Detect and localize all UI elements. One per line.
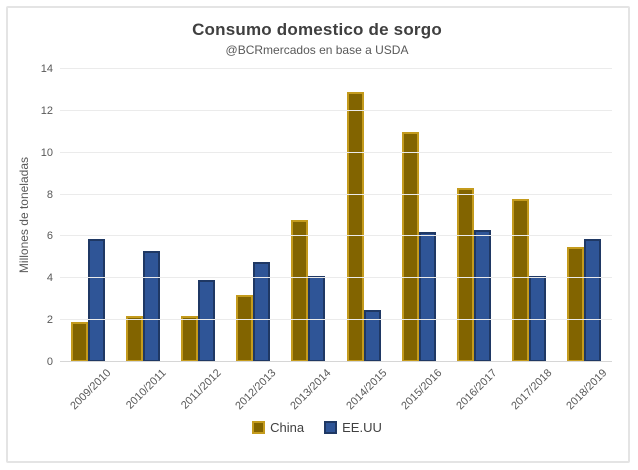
chart-body: Millones de toneladas 0 2 4 6 8 10 12 14 bbox=[14, 63, 612, 368]
x-label-slot: 2018/2019 bbox=[557, 362, 612, 418]
gridline-4 bbox=[60, 277, 612, 279]
x-label-slot: 2009/2010 bbox=[60, 362, 115, 418]
bar-china-2009/2010 bbox=[70, 322, 88, 362]
x-axis-labels: 2009/2010 2010/2011 2011/2012 2012/2013 2013… bbox=[60, 362, 612, 418]
x-axis-label-2018/2019: 2018/2019 bbox=[564, 367, 610, 413]
plot-area bbox=[60, 68, 612, 362]
x-axis-label-2011/2012: 2011/2012 bbox=[178, 367, 224, 412]
x-axis-label-2012/2013: 2012/2013 bbox=[233, 367, 279, 413]
gridline-8 bbox=[60, 193, 612, 195]
bar-eeuu-2014/2015 bbox=[363, 309, 381, 362]
legend-label-china: China bbox=[270, 420, 305, 435]
bar-group-2016/2017 bbox=[446, 69, 501, 362]
gridline-0 bbox=[60, 361, 612, 362]
y-axis-title-text: Millones de toneladas bbox=[17, 157, 31, 274]
bar-eeuu-2018/2019 bbox=[584, 238, 602, 362]
x-label-slot: 2012/2013 bbox=[226, 362, 281, 418]
bar-group-2010/2011 bbox=[115, 69, 170, 362]
y-axis-title: Millones de toneladas bbox=[14, 69, 34, 362]
y-tick-label-12: 12 bbox=[40, 104, 53, 117]
x-label-slot: 2011/2012 bbox=[170, 362, 225, 418]
bar-eeuu-2015/2016 bbox=[418, 232, 436, 362]
x-label-slot: 2010/2011 bbox=[115, 362, 170, 418]
y-tick-label-0: 0 bbox=[46, 356, 53, 368]
y-tick-label-4: 4 bbox=[46, 272, 53, 285]
bar-groups bbox=[60, 69, 612, 362]
gridline-12 bbox=[60, 109, 612, 111]
x-axis-label-2015/2016: 2015/2016 bbox=[399, 367, 445, 413]
bar-group-2018/2019 bbox=[557, 69, 612, 362]
bar-china-2011/2012 bbox=[181, 315, 198, 362]
x-label-slot: 2016/2017 bbox=[446, 362, 501, 418]
x-label-slot: 2017/2018 bbox=[502, 362, 557, 418]
bar-china-2016/2017 bbox=[457, 188, 475, 362]
x-axis-label-2014/2015: 2014/2015 bbox=[343, 367, 390, 413]
bar-china-2014/2015 bbox=[346, 92, 364, 362]
chart-frame: Consumo domestico de sorgo @BCRmercados … bbox=[6, 6, 630, 463]
bar-eeuu-2010/2011 bbox=[142, 251, 160, 362]
x-axis-label-2010/2011: 2010/2011 bbox=[123, 367, 169, 412]
y-axis-ticks: 0 2 4 6 8 10 12 14 bbox=[34, 63, 60, 368]
chart-legend: China EE.UU bbox=[14, 420, 620, 435]
bar-china-2015/2016 bbox=[401, 131, 419, 362]
bar-china-2010/2011 bbox=[125, 315, 143, 362]
bar-group-2012/2013 bbox=[226, 69, 281, 362]
gridline-10 bbox=[60, 151, 612, 153]
legend-marker-china bbox=[252, 421, 266, 434]
bar-eeuu-2016/2017 bbox=[474, 230, 492, 362]
x-label-slot: 2013/2014 bbox=[281, 362, 336, 418]
bar-group-2013/2014 bbox=[281, 69, 336, 362]
x-axis-label-2016/2017: 2016/2017 bbox=[454, 367, 500, 413]
x-label-slot: 2014/2015 bbox=[336, 362, 391, 418]
bar-eeuu-2009/2010 bbox=[87, 238, 105, 362]
gridline-2 bbox=[60, 319, 612, 321]
bar-group-2009/2010 bbox=[60, 69, 115, 362]
y-tick-label-10: 10 bbox=[40, 146, 53, 159]
y-tick-label-14: 14 bbox=[40, 63, 53, 75]
bar-china-2018/2019 bbox=[567, 246, 585, 362]
bar-china-2017/2018 bbox=[512, 198, 530, 362]
bar-china-2013/2014 bbox=[291, 219, 309, 362]
bar-group-2011/2012 bbox=[170, 69, 225, 362]
chart-title: Consumo domestico de sorgo bbox=[192, 20, 442, 39]
x-axis-label-2013/2014: 2013/2014 bbox=[288, 367, 334, 413]
gridline-6 bbox=[60, 235, 612, 237]
y-tick-label-6: 6 bbox=[46, 230, 53, 243]
gridline-14 bbox=[60, 68, 612, 69]
legend-item-china: China bbox=[252, 420, 304, 435]
legend-label-eeuu: EE.UU bbox=[342, 420, 382, 435]
x-axis-label-2017/2018: 2017/2018 bbox=[509, 367, 555, 413]
bar-group-2014/2015 bbox=[336, 69, 391, 362]
legend-marker-eeuu bbox=[324, 421, 338, 434]
bar-group-2015/2016 bbox=[391, 69, 446, 362]
bar-group-2017/2018 bbox=[502, 69, 557, 362]
y-tick-label-2: 2 bbox=[46, 314, 53, 327]
y-tick-label-8: 8 bbox=[46, 188, 53, 201]
bar-eeuu-2012/2013 bbox=[253, 261, 271, 362]
legend-item-eeuu: EE.UU bbox=[324, 420, 382, 435]
x-axis-label-2009/2010: 2009/2010 bbox=[67, 367, 114, 413]
x-label-slot: 2015/2016 bbox=[391, 362, 446, 418]
bar-china-2012/2013 bbox=[236, 295, 254, 362]
bar-eeuu-2011/2012 bbox=[198, 280, 215, 362]
chart-subtitle: @BCRmercados en base a USDA bbox=[225, 43, 409, 57]
